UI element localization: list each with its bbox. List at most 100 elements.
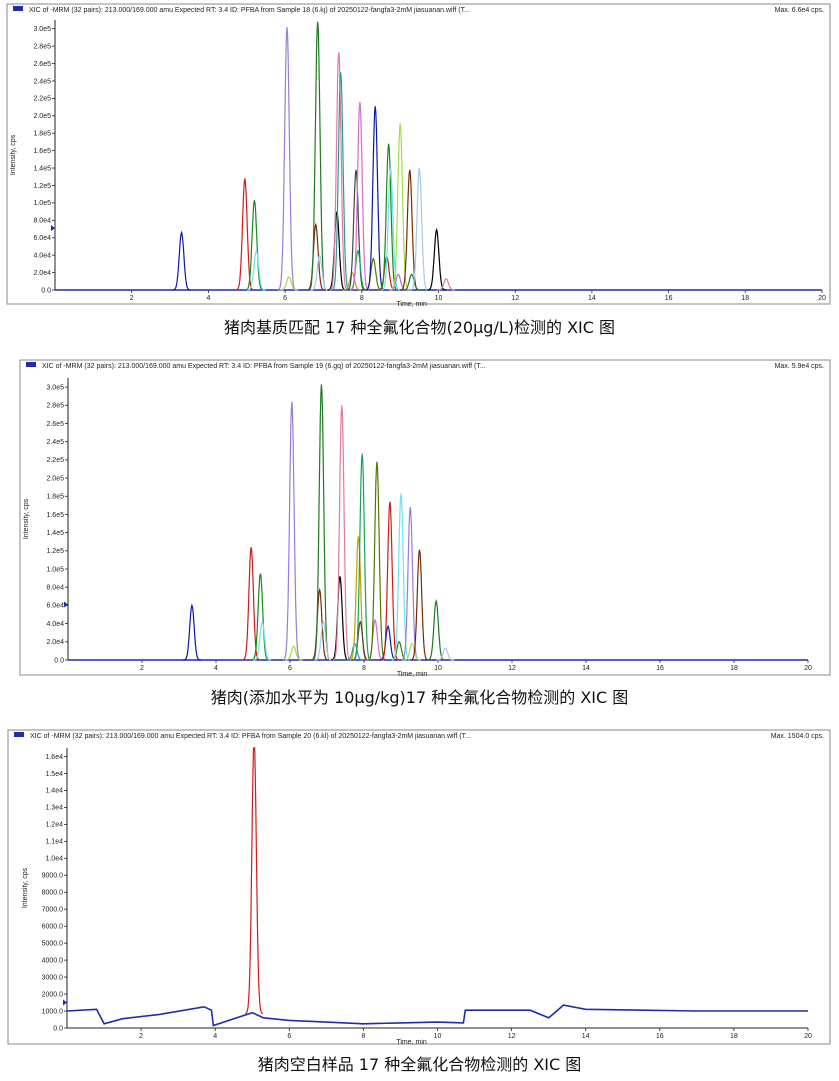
y-tick-label: 3.0e5	[46, 384, 64, 391]
chromatogram-peak	[245, 200, 264, 291]
chart-header-text: XIC of -MRM (32 pairs): 213.000/169.000 …	[30, 733, 471, 740]
y-tick-label: 0.0	[54, 657, 64, 664]
x-tick-label: 14	[588, 295, 596, 302]
y-tick-label: 9000.0	[42, 873, 64, 880]
chromatogram-peak	[279, 276, 299, 291]
y-tick-label: 8.0e4	[46, 585, 64, 592]
x-tick-label: 18	[730, 665, 738, 672]
y-tick-label: 4.0e4	[46, 621, 64, 628]
max-intensity-label: Max. 6.6e4 cps.	[775, 7, 824, 14]
x-tick-label: 10	[435, 295, 443, 302]
xic-panel-2: XIC of -MRM (32 pairs): 213.000/169.000 …	[0, 358, 839, 714]
x-tick-label: 10	[434, 665, 442, 672]
y-tick-label: 1.0e5	[46, 566, 64, 573]
y-tick-label: 2.8e5	[46, 403, 64, 410]
x-tick-label: 12	[511, 295, 519, 302]
x-axis-label: Time, min	[397, 671, 428, 678]
chromatogram-peak	[330, 576, 349, 661]
chromatogram-peak	[306, 222, 326, 291]
header-color-swatch	[14, 732, 24, 737]
chromatogram-peak	[183, 603, 201, 661]
chromatogram-peak	[410, 549, 429, 661]
y-axis-label: Intensity, cps	[23, 498, 30, 539]
y-tick-label: 1.2e5	[46, 548, 64, 555]
x-tick-label: 4	[214, 665, 218, 672]
x-tick-label: 6	[283, 295, 287, 302]
y-tick-label: 2.6e5	[33, 61, 51, 68]
y-tick-label: 2.0e4	[33, 270, 51, 277]
y-tick-label: 6.0e4	[46, 603, 64, 610]
chromatogram-peak	[350, 101, 370, 291]
chromatogram-peak	[310, 254, 329, 291]
x-axis-label: Time, min	[396, 1039, 427, 1046]
xic-chart-2: XIC of -MRM (32 pairs): 213.000/169.000 …	[19, 359, 831, 678]
y-tick-label: 7000.0	[42, 907, 64, 914]
y-tick-label: 2.0e5	[33, 113, 51, 120]
y-tick-label: 2.4e5	[46, 439, 64, 446]
y-tick-label: 1.6e4	[45, 754, 63, 761]
y-tick-label: 1000.0	[42, 1008, 64, 1015]
y-marker	[63, 999, 67, 1006]
x-tick-label: 2	[140, 665, 144, 672]
y-tick-label: 2.8e5	[33, 43, 51, 50]
y-tick-label: 1.0e5	[33, 200, 51, 207]
y-tick-label: 5000.0	[42, 940, 64, 947]
xic-chart-1: XIC of -MRM (32 pairs): 213.000/169.000 …	[6, 3, 831, 308]
x-tick-label: 12	[508, 1033, 516, 1040]
header-color-swatch	[13, 6, 23, 11]
y-tick-label: 4000.0	[42, 957, 64, 964]
chromatogram-peak	[390, 123, 410, 291]
chart-frame	[6, 3, 831, 305]
header-color-swatch	[26, 362, 36, 367]
x-axis-label: Time, min	[396, 301, 427, 308]
chromatogram-peak	[427, 227, 446, 291]
y-tick-label: 4.0e4	[33, 252, 51, 259]
xic-panel-1: XIC of -MRM (32 pairs): 213.000/169.000 …	[0, 0, 839, 344]
chromatogram-peak	[277, 26, 297, 291]
x-tick-label: 4	[206, 295, 210, 302]
chromatogram-peak	[403, 642, 421, 661]
chromatogram-peak	[284, 645, 303, 661]
chromatogram-peak	[367, 461, 386, 661]
x-tick-label: 18	[730, 1033, 738, 1040]
chromatogram-peak	[247, 249, 266, 291]
caption-1: 猪肉基质匹配 17 种全氟化合物(20μg/L)检测的 XIC 图	[223, 318, 616, 337]
chromatogram-peak	[436, 647, 455, 661]
y-tick-label: 2.2e5	[33, 96, 51, 103]
chromatogram-peak	[282, 401, 301, 661]
x-tick-label: 16	[656, 665, 664, 672]
chromatogram-peak	[172, 230, 191, 291]
y-tick-label: 1.8e5	[33, 131, 51, 138]
x-tick-label: 4	[213, 1033, 217, 1040]
chart-frame	[19, 359, 831, 676]
x-tick-label: 14	[582, 665, 590, 672]
x-tick-label: 14	[582, 1033, 590, 1040]
y-tick-label: 1.4e5	[46, 530, 64, 537]
chromatogram-peak	[437, 278, 456, 291]
chromatogram-peak	[381, 168, 400, 291]
y-tick-label: 1.6e5	[46, 512, 64, 519]
y-tick-label: 1.4e5	[33, 165, 51, 172]
y-marker	[51, 225, 55, 232]
chromatogram-peak	[346, 169, 366, 291]
y-tick-label: 1.5e4	[45, 771, 63, 778]
y-tick-label: 2000.0	[42, 991, 64, 998]
y-tick-label: 1.2e5	[33, 183, 51, 190]
x-tick-label: 16	[656, 1033, 664, 1040]
y-tick-label: 1.0e4	[45, 856, 63, 863]
chromatogram-peak	[349, 536, 368, 661]
chromatogram-peak	[343, 271, 362, 291]
chart-header-text: XIC of -MRM (32 pairs): 213.000/169.000 …	[29, 7, 470, 14]
x-tick-label: 20	[804, 1033, 812, 1040]
y-tick-label: 2.0e4	[46, 639, 64, 646]
chromatogram-peak	[332, 405, 351, 661]
y-tick-label: 3.0e5	[33, 26, 51, 33]
x-tick-label: 16	[665, 295, 673, 302]
caption-3: 猪肉空白样品 17 种全氟化合物检测的 XIC 图	[257, 1055, 582, 1074]
caption-2: 猪肉(添加水平为 10μg/kg)17 种全氟化合物检测的 XIC 图	[210, 688, 629, 707]
y-marker	[64, 601, 68, 608]
x-tick-label: 2	[130, 295, 134, 302]
chromatogram-peak	[314, 620, 333, 661]
y-tick-label: 6.0e4	[33, 235, 51, 242]
y-tick-label: 2.0e5	[46, 475, 64, 482]
